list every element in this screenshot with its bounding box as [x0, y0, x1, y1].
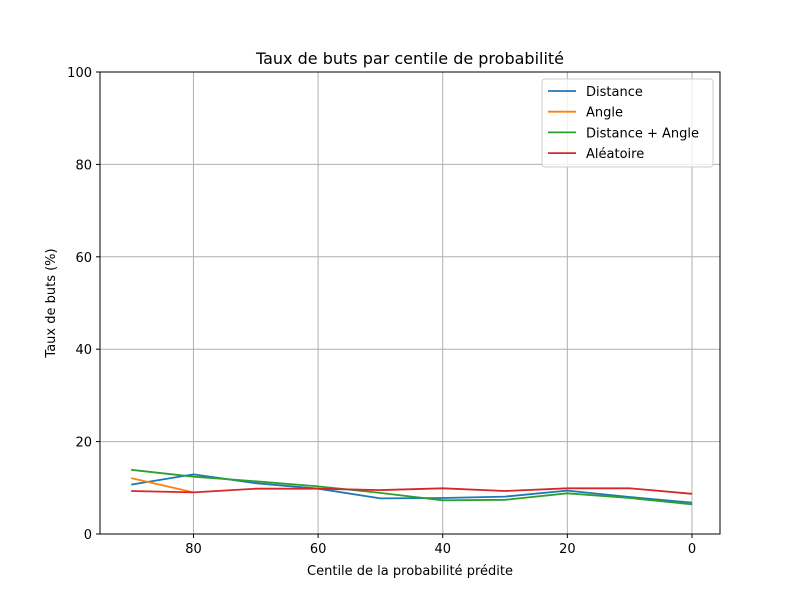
y-tick-label: 80 [75, 158, 92, 173]
legend-label: Aléatoire [586, 147, 644, 162]
y-tick-label: 0 [84, 528, 92, 543]
y-axis-title: Taux de buts (%) [44, 248, 59, 358]
ticks: 80 60 40 20 0 0 20 40 60 80 100 [67, 66, 696, 557]
x-tick-label: 0 [688, 542, 696, 557]
x-tick-label: 40 [434, 542, 451, 557]
legend: Distance Angle Distance + Angle Aléatoire [541, 78, 714, 168]
x-tick-label: 60 [310, 542, 327, 557]
x-tick-label: 20 [559, 542, 576, 557]
x-axis-title: Centile de la probabilité prédite [307, 564, 513, 579]
series-layer [130, 468, 693, 506]
y-tick-label: 100 [67, 66, 92, 81]
chart-title: Taux de buts par centile de probabilité [255, 49, 564, 68]
legend-label: Distance [586, 85, 643, 100]
legend-box [541, 78, 714, 168]
legend-label: Distance + Angle [586, 126, 699, 141]
plot-frame [99, 71, 721, 535]
x-tick-label: 80 [185, 542, 202, 557]
series-line-2 [131, 468, 693, 506]
series-line-1 [130, 477, 194, 494]
series-line-3 [131, 487, 693, 495]
y-tick-label: 20 [75, 436, 92, 451]
legend-label: Angle [586, 106, 623, 121]
y-tick-label: 60 [75, 251, 92, 266]
y-tick-label: 40 [75, 343, 92, 358]
